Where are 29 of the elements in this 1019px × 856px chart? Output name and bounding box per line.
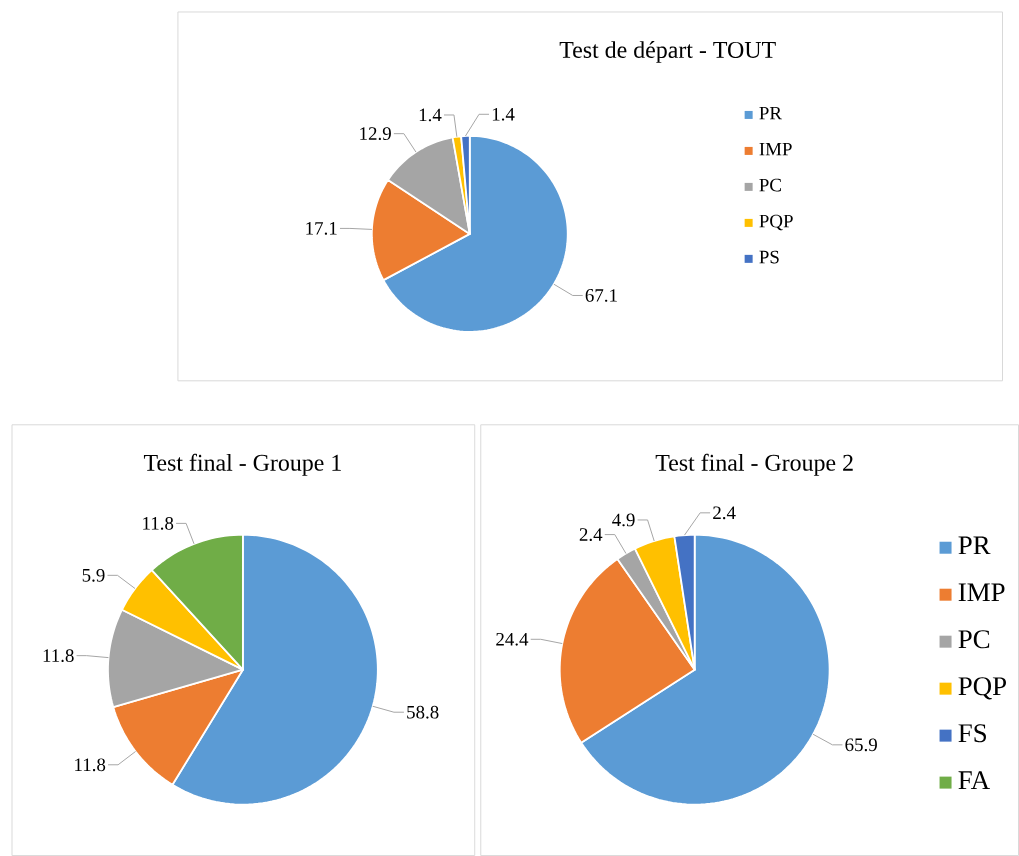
data-label: 67.1 [585, 289, 617, 302]
legend-label: FA [958, 771, 990, 789]
data-label: 1.4 [419, 108, 442, 122]
chart-title: Test final - Groupe 1 [143, 453, 341, 476]
data-label: 11.8 [43, 649, 74, 663]
legend-label: FS [958, 724, 986, 743]
legend-label: PC [759, 178, 781, 192]
data-label: 11.8 [143, 516, 174, 530]
data-label: 65.9 [845, 738, 877, 752]
legend-label: IMP [958, 583, 1005, 602]
data-label: 24.4 [496, 632, 529, 646]
legend-label: IMP [759, 142, 792, 156]
data-label: 5.9 [82, 568, 105, 582]
data-label: 58.8 [407, 705, 439, 719]
chart-title: Test de départ - TOUT [559, 41, 776, 63]
legend-label: PC [958, 630, 990, 649]
chart-title: Test final - Groupe 2 [655, 453, 853, 476]
legend-label: PQP [958, 677, 1006, 700]
legend-label: PQP [759, 214, 793, 231]
legend-label: PR [958, 536, 991, 555]
data-label: 4.9 [612, 513, 635, 527]
legend-label: PR [759, 106, 782, 120]
data-label: 12.9 [360, 127, 391, 141]
data-label: 17.1 [306, 222, 337, 235]
data-label: 11.8 [75, 758, 106, 772]
legend-label: PS [759, 250, 779, 264]
data-label: 2.4 [713, 506, 736, 520]
data-label: 1.4 [492, 107, 515, 121]
data-label: 2.4 [579, 528, 603, 541]
